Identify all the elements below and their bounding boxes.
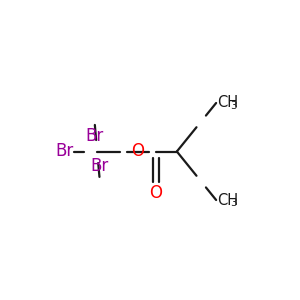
Text: O: O <box>131 142 144 160</box>
Text: Br: Br <box>56 142 74 160</box>
Text: Br: Br <box>86 127 104 145</box>
Text: CH: CH <box>217 95 238 110</box>
Text: CH: CH <box>217 193 238 208</box>
Text: Br: Br <box>90 157 109 175</box>
Text: O: O <box>150 184 163 202</box>
Text: 3: 3 <box>230 198 237 208</box>
Text: 3: 3 <box>230 101 237 111</box>
